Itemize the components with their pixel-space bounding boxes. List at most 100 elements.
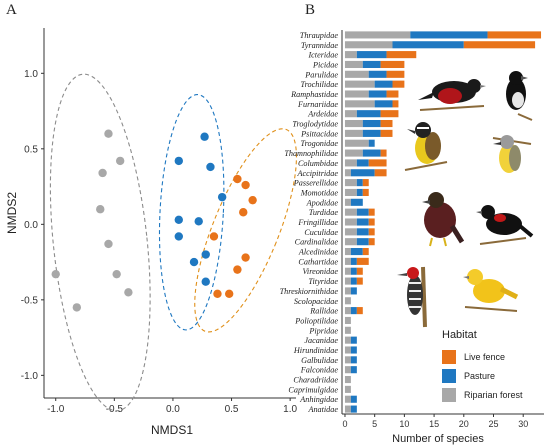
live-fence-point	[213, 289, 222, 298]
scatter-y-tick-label: 0.5	[24, 144, 38, 155]
category-label-cardinalidae: Cardinalidae	[295, 238, 339, 247]
category-label-picidae: Picidae	[312, 60, 338, 69]
bar-tyrannidae-riparian-forest	[344, 41, 393, 49]
bar-thamnophilidae-pasture	[362, 149, 381, 157]
bar-polioptilidae-riparian-forest	[344, 316, 351, 325]
bar-cardinalidae-riparian-forest	[344, 238, 357, 246]
bar-tityridae-live-fence	[356, 277, 363, 285]
bar-tyrannidae-live-fence	[463, 41, 536, 49]
bar-accipitridae-pasture	[350, 169, 375, 177]
scatter-y-axis-label: NMDS2	[5, 192, 19, 234]
category-label-tyrannidae: Tyrannidae	[301, 41, 339, 50]
riparian-forest-point	[72, 303, 82, 312]
pasture-point	[201, 277, 210, 286]
pasture-point	[194, 217, 203, 226]
bar-falconidae-pasture	[350, 366, 357, 374]
ellipse-orange-confidence-ellipse	[194, 128, 297, 333]
category-label-charadriidae: Charadriidae	[293, 376, 338, 385]
riparian-forest-point	[115, 156, 125, 166]
panel-letter-a: A	[6, 2, 17, 18]
riparian-forest-point	[104, 239, 113, 249]
bar-scolopacidae-riparian-forest	[344, 297, 351, 305]
bar-cuculidae-riparian-forest	[344, 228, 357, 236]
category-label-scolopacidae: Scolopacidae	[294, 297, 338, 306]
bar-passerellidae-pasture	[356, 179, 363, 187]
bar-threskiornithidae-riparian-forest	[344, 287, 351, 295]
bar-alcedinidae-live-fence	[362, 247, 369, 256]
bar-furnariidae-live-fence	[392, 100, 399, 108]
category-label-fringillidae: Fringillidae	[297, 218, 338, 227]
bar-x-tick-label: 15	[429, 419, 439, 429]
category-label-ramphastidae: Ramphastidae	[290, 90, 338, 99]
live-fence-point	[233, 265, 242, 274]
ellipse-blue-confidence-ellipse	[158, 94, 225, 331]
bar-x-tick-label: 30	[518, 419, 528, 429]
category-label-cuculidae: Cuculidae	[304, 228, 338, 237]
bar-trogonidae-riparian-forest	[344, 139, 369, 147]
bar-parulidae-riparian-forest	[344, 70, 369, 78]
bar-momotidae-riparian-forest	[344, 188, 357, 197]
bar-accipitridae-riparian-forest	[344, 169, 351, 177]
bird-red-breasted-blackbird-icon	[418, 79, 486, 111]
bar-galbulidae-riparian-forest	[344, 356, 351, 364]
riparian-forest-point	[96, 205, 105, 214]
pasture-point	[201, 250, 210, 259]
bar-trogonidae-pasture	[368, 139, 375, 147]
bar-icteridae-riparian-forest	[344, 51, 357, 59]
live-fence-point	[248, 195, 257, 205]
category-label-ardeidae: Ardeidae	[307, 110, 338, 119]
bar-fringillidae-pasture	[356, 218, 369, 226]
scatter-y-tick-label: 0.0	[24, 220, 38, 231]
category-label-anhingidae: Anhingidae	[299, 395, 338, 404]
bird-tropical-kingbird-icon	[492, 135, 532, 173]
category-label-furnariidae: Furnariidae	[297, 100, 338, 109]
bar-cardinalidae-pasture	[356, 238, 369, 246]
category-label-troglodytidae: Troglodytidae	[292, 120, 338, 129]
bar-psittacidae-riparian-forest	[344, 129, 363, 137]
bar-cardinalidae-live-fence	[368, 238, 375, 246]
bird-red-shouldered-blackbird-icon	[476, 205, 534, 245]
scatter-x-tick-label: -0.5	[106, 404, 124, 415]
bar-x-tick-label: 10	[399, 419, 409, 429]
bar-apodidae-riparian-forest	[344, 198, 351, 206]
legend-entry-riparian-forest: Riparian forest	[442, 385, 550, 404]
bar-apodidae-pasture	[350, 198, 363, 206]
category-label-jacanidae: Jacanidae	[304, 336, 338, 345]
bar-thraupidae-pasture	[410, 31, 488, 39]
bird-kiskadee-icon	[404, 122, 448, 171]
bar-cathartidae-live-fence	[356, 257, 369, 265]
category-label-vireonidae: Vireonidae	[303, 267, 339, 276]
bar-thraupidae-live-fence	[487, 31, 542, 39]
bar-hirundinidae-riparian-forest	[344, 346, 351, 354]
live-fence-point	[241, 180, 250, 190]
live-fence-point	[224, 289, 234, 298]
bar-tityridae-riparian-forest	[344, 277, 351, 285]
live-fence-point	[209, 232, 219, 241]
bar-momotidae-live-fence	[362, 188, 369, 197]
bar-vireonidae-pasture	[350, 267, 357, 275]
category-label-rallidae: Rallidae	[309, 307, 338, 316]
bar-charadriidae-riparian-forest	[344, 375, 351, 384]
category-label-accipitridae: Accipitridae	[297, 169, 339, 178]
category-label-alcedinidae: Alcedinidae	[298, 248, 338, 257]
bar-furnariidae-riparian-forest	[344, 100, 375, 108]
riparian-forest-point	[124, 288, 133, 297]
bar-troglodytidae-pasture	[362, 119, 381, 128]
bar-hirundinidae-pasture	[350, 346, 357, 354]
pasture-point	[174, 232, 183, 241]
legend-swatch-pasture	[442, 368, 456, 383]
bar-thraupidae-riparian-forest	[344, 31, 411, 39]
category-label-threskiornithidae: Threskiornithidae	[280, 287, 339, 296]
nmds-scatter-panel: -1.0 -0.5 0.0 0.5 1.0 -1.0 -0.5 0.0 0.5 1.0 NMDS1 N…	[5, 28, 298, 437]
bar-rallidae-live-fence	[356, 307, 363, 315]
bar-ardeidae-live-fence	[380, 110, 399, 118]
bar-trochilidae-riparian-forest	[344, 80, 375, 88]
bird-yellow-warbler-icon	[463, 269, 519, 312]
bar-icteridae-live-fence	[386, 51, 417, 59]
scatter-x-tick-label: 0.0	[166, 404, 180, 415]
category-label-polioptilidae: Polioptilidae	[294, 316, 338, 325]
bar-pipridae-riparian-forest	[344, 326, 351, 334]
legend-entry-pasture: Pasture	[442, 366, 550, 385]
bar-turdidae-riparian-forest	[344, 208, 357, 216]
